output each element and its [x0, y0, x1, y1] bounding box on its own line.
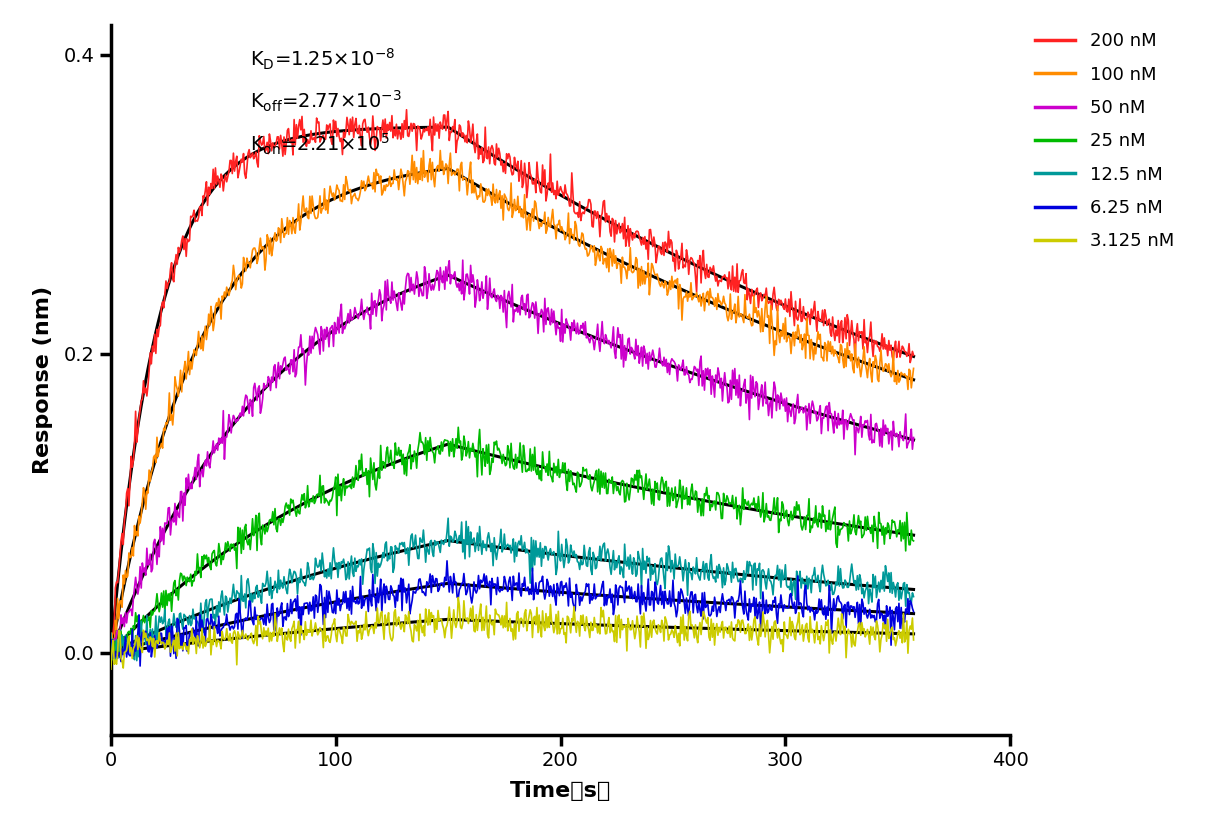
- Legend: 200 nM, 100 nM, 50 nM, 25 nM, 12.5 nM, 6.25 nM, 3.125 nM: 200 nM, 100 nM, 50 nM, 25 nM, 12.5 nM, 6…: [1029, 25, 1181, 257]
- Text: K$_{\rm D}$=1.25×10$^{-8}$
K$_{\rm off}$=2.77×10$^{-3}$
K$_{\rm on}$=2.21×10$^{5: K$_{\rm D}$=1.25×10$^{-8}$ K$_{\rm off}$…: [250, 47, 402, 158]
- Y-axis label: Response (nm): Response (nm): [33, 286, 53, 474]
- X-axis label: Time（s）: Time（s）: [510, 781, 611, 801]
